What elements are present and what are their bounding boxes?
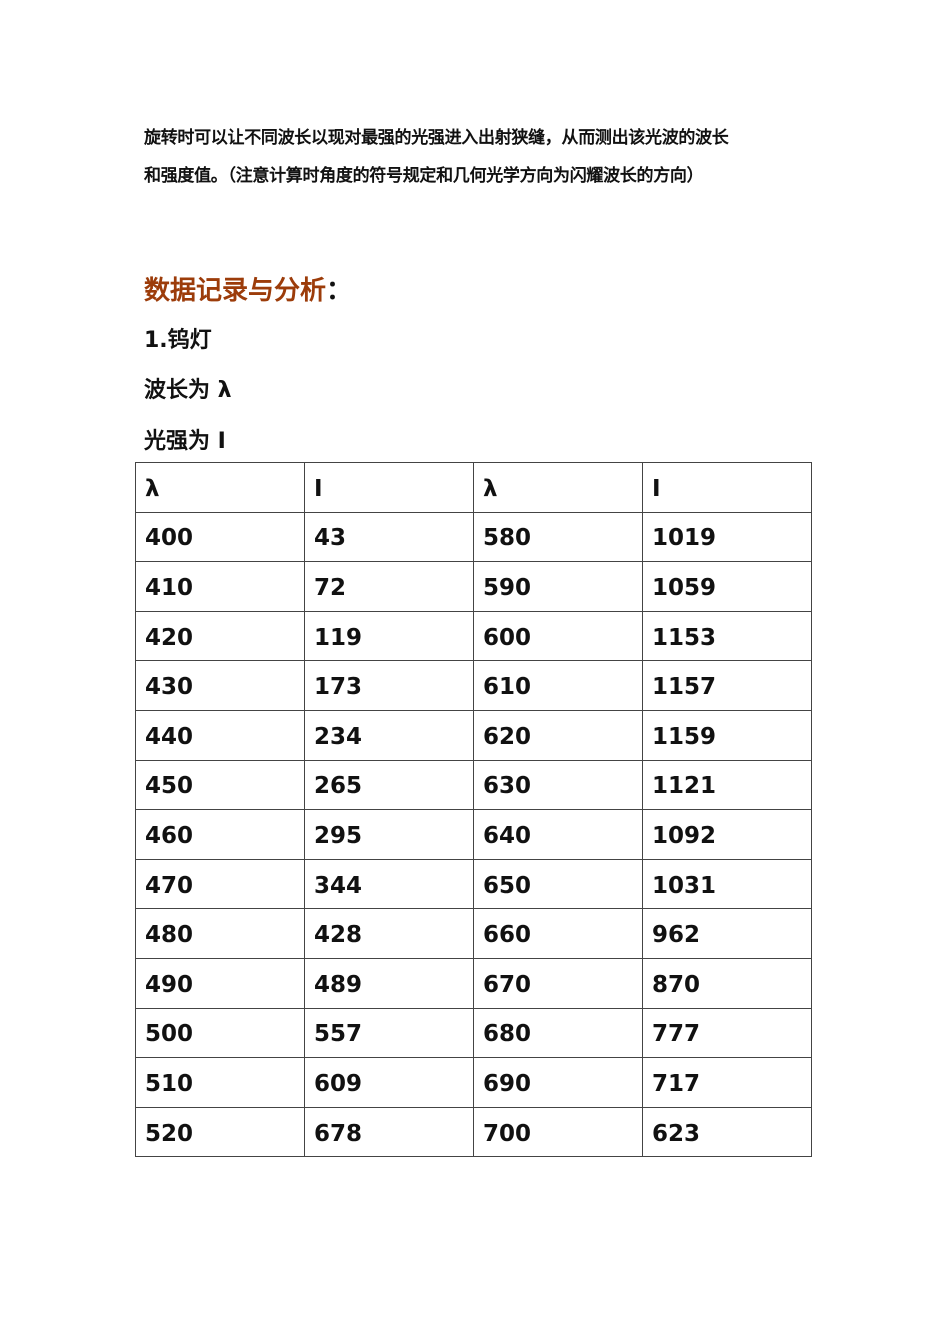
table-cell: 962	[642, 908, 812, 959]
table-cell: 1153	[642, 610, 812, 662]
table-cell: 630	[473, 759, 643, 811]
table-cell: 580	[473, 511, 643, 563]
table-row: 420 119 600 1153	[135, 610, 812, 662]
table-cell: 450	[135, 759, 305, 811]
table-cell: 420	[135, 610, 305, 662]
table-cell: 777	[642, 1007, 812, 1059]
table-cell: 600	[473, 610, 643, 662]
table-cell: 430	[135, 660, 305, 711]
table-cell: 460	[135, 809, 305, 860]
table-row: 410 72 590 1059	[135, 561, 812, 612]
table-row: 470 344 650 1031	[135, 858, 812, 910]
table-cell: 678	[304, 1106, 474, 1158]
table-cell: 670	[473, 957, 643, 1009]
table-cell: λ	[135, 462, 305, 513]
table-cell: 1157	[642, 660, 812, 711]
table-cell: 700	[473, 1106, 643, 1158]
table-row: 490 489 670 870	[135, 957, 812, 1009]
table-cell: 717	[642, 1057, 812, 1108]
table-row: 450 265 630 1121	[135, 759, 812, 811]
table-cell: 295	[304, 809, 474, 860]
table-row: 400 43 580 1019	[135, 511, 812, 563]
table-cell: 870	[642, 957, 812, 1009]
table-cell: 265	[304, 759, 474, 811]
table-cell: 173	[304, 660, 474, 711]
intro-line: 旋转时可以让不同波长以现对最强的光强进入出射狭缝，从而测出该光波的波长	[144, 128, 729, 148]
table-row: 460 295 640 1092	[135, 809, 812, 860]
item-intensity: 光强为 I	[144, 429, 226, 454]
table-cell: 1092	[642, 809, 812, 860]
section-title: 数据记录与分析	[144, 276, 327, 306]
item-lamp: 1.钨灯	[144, 328, 212, 353]
table-cell: 43	[304, 511, 474, 563]
table-cell: 410	[135, 561, 305, 612]
table-row: 520 678 700 623	[135, 1106, 812, 1158]
table-row: 510 609 690 717	[135, 1057, 812, 1108]
table-cell: 660	[473, 908, 643, 959]
table-cell: 557	[304, 1007, 474, 1059]
table-cell: 489	[304, 957, 474, 1009]
table-cell: 1159	[642, 709, 812, 761]
intro-line: 和强度值。（注意计算时角度的符号规定和几何光学方向为闪耀波长的方向）	[144, 166, 704, 186]
table-cell: 650	[473, 858, 643, 910]
table-cell: 1121	[642, 759, 812, 811]
intro-paragraph: 旋转时可以让不同波长以现对最强的光强进入出射狭缝，从而测出该光波的波长 和强度值…	[144, 119, 824, 195]
table-cell: 640	[473, 809, 643, 860]
table-cell: 428	[304, 908, 474, 959]
table-cell: 590	[473, 561, 643, 612]
table-cell: 609	[304, 1057, 474, 1108]
section-colon: ：	[326, 276, 353, 306]
section-heading: 数据记录与分析：	[144, 270, 352, 307]
table-row: 430 173 610 1157	[135, 660, 812, 711]
table-cell: 1019	[642, 511, 812, 563]
table-cell: 610	[473, 660, 643, 711]
table-cell: λ	[473, 462, 643, 513]
table-cell: 480	[135, 908, 305, 959]
table-cell: I	[304, 462, 474, 513]
table-row: 480 428 660 962	[135, 908, 812, 959]
table-cell: 400	[135, 511, 305, 563]
item-wavelength: 波长为 λ	[144, 378, 232, 403]
table-row: 500 557 680 777	[135, 1007, 812, 1059]
table-cell: 1059	[642, 561, 812, 612]
table-cell: 119	[304, 610, 474, 662]
table-cell: 470	[135, 858, 305, 910]
table-cell: 440	[135, 709, 305, 761]
table-cell: 520	[135, 1106, 305, 1158]
table-cell: 620	[473, 709, 643, 761]
table-cell: 234	[304, 709, 474, 761]
table-cell: 680	[473, 1007, 643, 1059]
table-cell: I	[642, 462, 812, 513]
table-cell: 510	[135, 1057, 305, 1108]
table-cell: 690	[473, 1057, 643, 1108]
table-cell: 72	[304, 561, 474, 612]
table-cell: 490	[135, 957, 305, 1009]
table-cell: 344	[304, 858, 474, 910]
table-cell: 623	[642, 1106, 812, 1158]
table-cell: 500	[135, 1007, 305, 1059]
table-row: 440 234 620 1159	[135, 709, 812, 761]
table-cell: 1031	[642, 858, 812, 910]
